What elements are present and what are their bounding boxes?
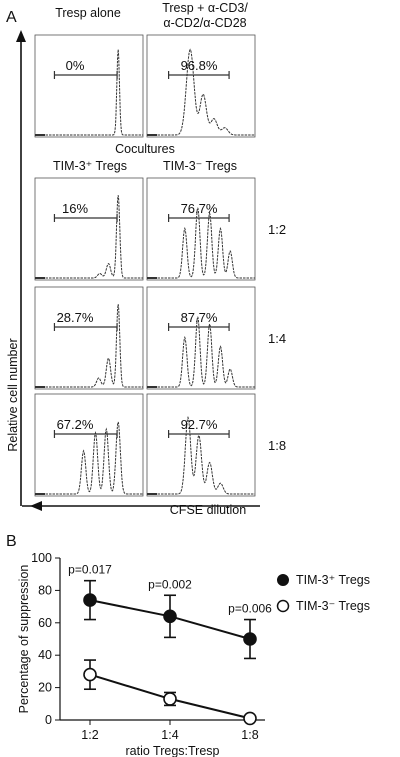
panel-b-label: B — [6, 533, 17, 550]
histogram-curve — [35, 49, 143, 136]
ratio-labels: 1:2 1:4 1:8 — [268, 222, 286, 453]
ratio-label: 1:4 — [268, 331, 286, 346]
gate-percentage: 92.7% — [181, 417, 218, 432]
data-point — [243, 711, 257, 726]
gate-percentage: 0% — [66, 58, 85, 73]
histogram-panel: 96.8% — [146, 34, 256, 138]
y-axis-title: Percentage of suppression — [17, 565, 31, 714]
x-axis-title: ratio Tregs:Tresp — [125, 744, 219, 757]
gate-percentage: 67.2% — [57, 417, 94, 432]
data-point — [163, 609, 177, 624]
histogram-frame — [34, 177, 144, 281]
x-axis-arrowhead — [30, 501, 42, 511]
header-tresp-stim-line2: α-CD2/α-CD28 — [163, 16, 246, 30]
gate-percentage: 87.7% — [181, 310, 218, 325]
ratio-label: 1:2 — [268, 222, 286, 237]
legend-marker-tim3-neg — [276, 599, 290, 613]
y-tick-label: 0 — [45, 713, 52, 727]
data-point — [163, 692, 177, 706]
histogram-frame — [34, 34, 144, 138]
col-title-tim3-neg: TIM-3⁻ Tregs — [163, 159, 237, 173]
x-tick-label: 1:2 — [81, 728, 98, 742]
suppression-chart: 0 20 40 60 80 100 1:2 1:4 1:8 ratio Tregs:Tresp Pe… — [17, 551, 272, 757]
y-axis-label: Relative cell number — [6, 338, 20, 451]
gate-percentage: 16% — [62, 201, 88, 216]
y-tick-label: 80 — [38, 583, 52, 597]
data-point — [83, 593, 97, 607]
histogram-curve — [147, 207, 255, 279]
legend-label-tim3-neg: TIM-3⁻ Tregs — [296, 599, 370, 613]
y-tick-label: 40 — [38, 648, 52, 662]
histogram-frame — [34, 393, 144, 497]
p-value-annotation: p=0.017 — [68, 563, 112, 577]
col-title-tim3-pos: TIM-3⁺ Tregs — [53, 159, 127, 173]
header-tresp-alone: Tresp alone — [55, 6, 121, 20]
y-tick-label: 60 — [38, 616, 52, 630]
x-tick-label: 1:4 — [161, 728, 178, 742]
y-tick-label: 100 — [31, 551, 52, 565]
panel-a-label: A — [6, 9, 17, 26]
histogram-curve — [147, 316, 255, 388]
y-axis-arrowhead — [16, 30, 26, 42]
histogram-curve — [35, 304, 143, 388]
legend-label-tim3-pos: TIM-3⁺ Tregs — [296, 573, 370, 587]
cocultures-title: Cocultures — [115, 142, 175, 156]
histogram-curve — [147, 48, 255, 136]
histogram-frame — [146, 286, 256, 390]
histogram-panel: 87.7% — [146, 286, 256, 390]
header-tresp-stim-line1: Tresp + α-CD3/ — [162, 1, 248, 15]
histogram-panel: 76.7% — [146, 177, 256, 281]
data-point — [83, 667, 97, 682]
histogram-panel: 28.7% — [34, 286, 144, 390]
histogram-frame — [146, 34, 256, 138]
gate-percentage: 96.8% — [181, 58, 218, 73]
x-tick-label: 1:8 — [241, 728, 258, 742]
histogram-panel: 92.7% — [146, 393, 256, 497]
gate-percentage: 76.7% — [181, 201, 218, 216]
histogram-frame — [34, 286, 144, 390]
gate-percentage: 28.7% — [57, 310, 94, 325]
p-value-annotation: p=0.002 — [148, 577, 192, 591]
histogram-grid: 0% 96.8% 16% 76.7% 28.7% 87.7% 67.2% 92.7% — [34, 34, 256, 497]
histogram-curve — [35, 421, 143, 495]
ratio-label: 1:8 — [268, 438, 286, 453]
legend-marker-tim3-pos — [277, 574, 289, 586]
histogram-curve — [35, 195, 143, 279]
histogram-panel: 0% — [34, 34, 144, 138]
data-point — [243, 632, 257, 646]
x-axis-label: CFSE dilution — [170, 503, 246, 517]
histogram-panel: 16% — [34, 177, 144, 281]
histogram-curve — [147, 416, 255, 495]
histogram-panel: 67.2% — [34, 393, 144, 497]
histogram-frame — [146, 177, 256, 281]
y-tick-label: 20 — [38, 681, 52, 695]
p-value-annotation: p=0.006 — [228, 602, 272, 616]
